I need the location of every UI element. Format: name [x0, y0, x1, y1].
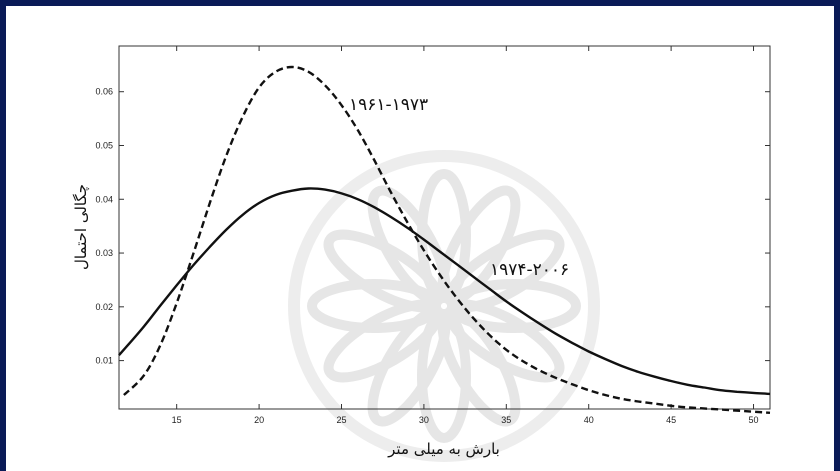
- density-chart: 15 20 25 30 35 40 45 50 0.010.020.030.040.050.0…: [72, 45, 771, 462]
- y-tick-label: 0.04: [95, 194, 113, 204]
- plot-area-border: [118, 45, 771, 410]
- y-tick-label: 0.01: [95, 356, 113, 366]
- x-tick-label: 35: [501, 415, 511, 425]
- x-tick-label: 30: [419, 415, 429, 425]
- y-tick-label: 0.06: [95, 87, 113, 97]
- y-axis: 0.01 0.02 0.03 0.04 0.05 0.06: [95, 87, 770, 366]
- x-tick-label: 15: [172, 415, 182, 425]
- x-tick-label: 40: [584, 415, 594, 425]
- x-tick-label: 20: [254, 415, 264, 425]
- series-group: [118, 65, 771, 414]
- series-line-1961-1973: [123, 65, 771, 414]
- watermark-logo: [288, 150, 600, 462]
- y-tick-label: 0.02: [95, 302, 113, 312]
- series-label-1961-1973: ۱۹۶۱-۱۹۷۳: [349, 95, 428, 115]
- y-tick-label: 0.05: [95, 140, 113, 150]
- x-axis-title: بارش به میلی متر: [387, 440, 500, 458]
- series-label-1974-2006: ۱۹۷۴-۲۰۰۶: [490, 260, 569, 280]
- x-tick-label: 50: [749, 415, 759, 425]
- x-axis: 15 20 25 30 35 40 45 50: [172, 46, 759, 425]
- x-tick-label: 45: [666, 415, 676, 425]
- watermark-ring: [288, 150, 600, 462]
- figure-frame: 15 20 25 30 35 40 45 50 0.01 0.02 0.03 0.04 0.05 0.0…: [6, 6, 834, 471]
- x-tick-label: 25: [336, 415, 346, 425]
- series-line-1974-2006: [118, 187, 771, 396]
- watermark-petal: [367, 185, 451, 306]
- y-tick-label: 0.03: [95, 248, 113, 258]
- y-axis-title: چگالی احتمال: [72, 184, 90, 270]
